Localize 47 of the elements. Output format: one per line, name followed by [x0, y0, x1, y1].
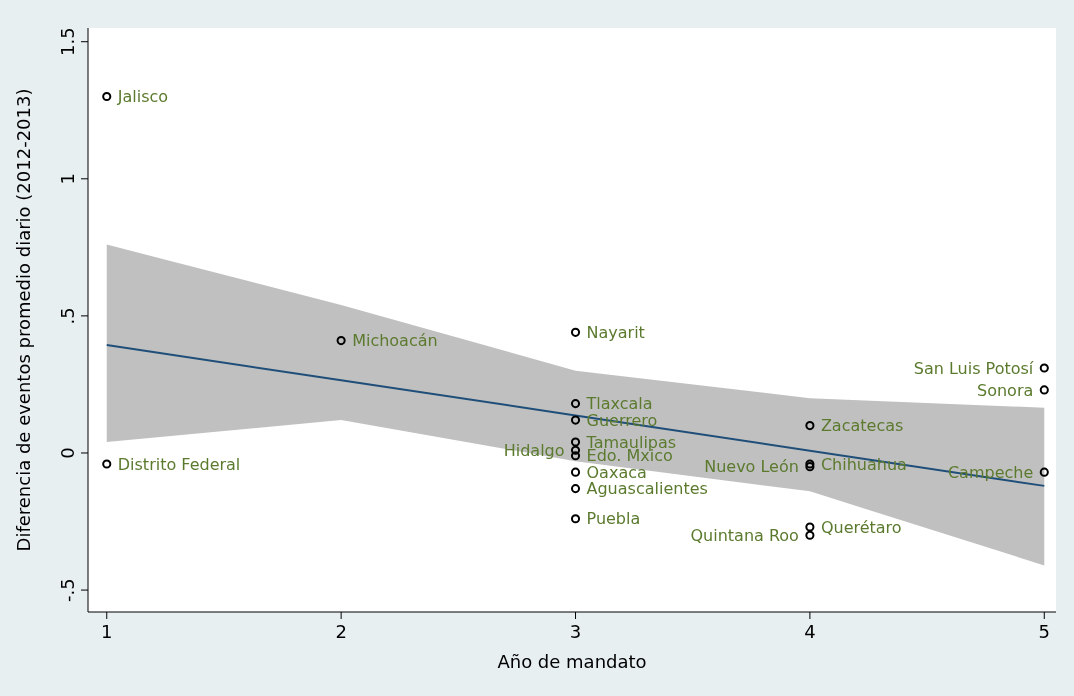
annotation: Distrito Federal	[117, 454, 241, 474]
annotation: Nuevo León	[704, 457, 799, 477]
y-tick-label: 1.5	[57, 27, 78, 57]
annotation: Zacatecas	[820, 416, 904, 436]
point	[570, 514, 581, 524]
annotation: Puebla	[586, 509, 641, 529]
annotation: Campeche	[947, 462, 1034, 482]
point	[805, 421, 815, 431]
annotation: Jalisco	[116, 87, 169, 107]
x-tick-label: 3	[569, 621, 582, 642]
point	[805, 522, 815, 532]
annotation: Quintana Roo	[690, 525, 799, 545]
point	[1039, 467, 1049, 477]
point	[336, 336, 346, 346]
y-tick-label: 0	[57, 447, 78, 459]
point	[570, 451, 581, 461]
y-tick-label: .5	[57, 307, 78, 325]
x-tick-label: 4	[804, 621, 816, 642]
point	[102, 459, 112, 469]
annotation: Aguascalientes	[586, 479, 708, 499]
annotation: Hidalgo	[503, 440, 565, 460]
point	[570, 445, 581, 455]
annotation: Chihuahua	[820, 454, 907, 474]
point	[570, 467, 581, 477]
annotation: San Luis Potosí	[913, 358, 1034, 378]
annotation: Michoacán	[352, 331, 438, 351]
x-tick-label: 5	[1038, 621, 1051, 642]
x-tick-label: 2	[335, 621, 347, 642]
point	[570, 484, 581, 494]
point	[805, 530, 815, 540]
annotation: Tlaxcala	[585, 394, 653, 414]
point	[570, 437, 581, 447]
point	[1039, 385, 1049, 395]
y-tick-label: -.5	[57, 578, 78, 602]
point	[570, 327, 581, 337]
y-axis-title: Diferencia de eventos promedio diario (2012-2013)	[13, 88, 34, 552]
point	[1039, 363, 1049, 373]
annotation: Nayarit	[586, 322, 645, 342]
point	[570, 399, 581, 409]
annotation: Querétaro	[820, 517, 902, 537]
y-tick-label: 1	[57, 173, 78, 185]
point	[102, 91, 112, 102]
point	[570, 415, 581, 425]
annotation: Oaxaca	[586, 462, 647, 482]
x-axis-title: Año de mandato	[497, 651, 647, 672]
x-tick-label: 1	[101, 621, 113, 642]
annotation: Sonora	[977, 380, 1034, 400]
